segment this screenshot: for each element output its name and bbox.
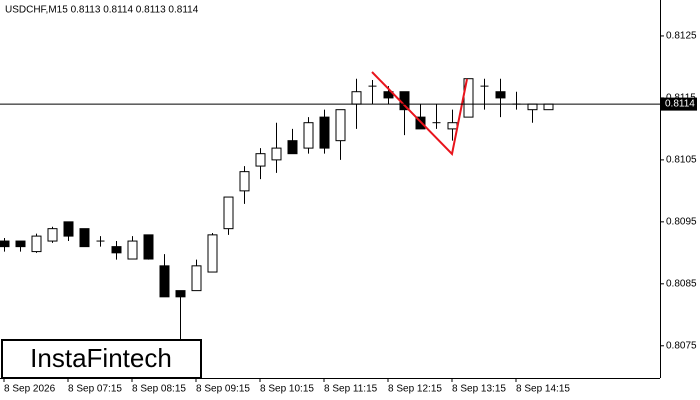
candle-body [543, 103, 554, 111]
candle-body [127, 240, 138, 260]
y-tick-label: 0.8105 [666, 155, 697, 166]
x-tick-label: 8 Sep 08:15 [132, 384, 186, 395]
x-tick-label: 8 Sep 07:15 [68, 384, 122, 395]
logo-box [1, 339, 202, 379]
candle-body [495, 91, 506, 99]
candle-body [31, 235, 42, 253]
current-price-label: 0.8114 [665, 99, 695, 110]
candle-body [303, 122, 314, 149]
x-tick-label: 8 Sep 13:15 [452, 384, 506, 395]
candle-body [63, 221, 74, 237]
candle-body [255, 153, 266, 167]
current-price-box [661, 97, 697, 111]
candle-body [527, 103, 538, 111]
candle-body [351, 91, 362, 105]
x-tick-label: 8 Sep 09:15 [196, 384, 250, 395]
y-tick-label: 0.8095 [666, 216, 697, 227]
x-tick-label: 8 Sep 2026 [4, 384, 56, 395]
y-tick-label: 0.8085 [666, 278, 697, 289]
candle-body [271, 147, 282, 161]
candle-body [0, 240, 10, 248]
x-tick-label: 8 Sep 12:15 [388, 384, 442, 395]
candle-body [159, 265, 170, 298]
x-tick-label: 8 Sep 10:15 [260, 384, 314, 395]
candle-body [287, 140, 298, 155]
y-tick-label: 0.8075 [666, 340, 697, 351]
chart-title: USDCHF,M15 0.8113 0.8114 0.8113 0.8114 [5, 5, 199, 16]
x-tick-label: 8 Sep 11:15 [324, 384, 378, 395]
candle-body [335, 109, 346, 142]
logo: InstaFintech [30, 343, 172, 373]
x-tick-label: 8 Sep 14:15 [516, 384, 570, 395]
candle-body [143, 234, 154, 260]
candle-body [223, 196, 234, 230]
y-tick-label: 0.8125 [666, 31, 697, 42]
candle-body [47, 228, 58, 242]
candle-body [319, 116, 330, 149]
candle-body [111, 246, 122, 254]
candle-body [447, 122, 458, 130]
plot [0, 78, 554, 340]
candle-body [175, 290, 186, 298]
candle-body [15, 240, 26, 248]
candle-body [79, 228, 90, 248]
candle-body [207, 234, 218, 273]
candle-body [239, 171, 250, 192]
candle-body [191, 265, 202, 292]
